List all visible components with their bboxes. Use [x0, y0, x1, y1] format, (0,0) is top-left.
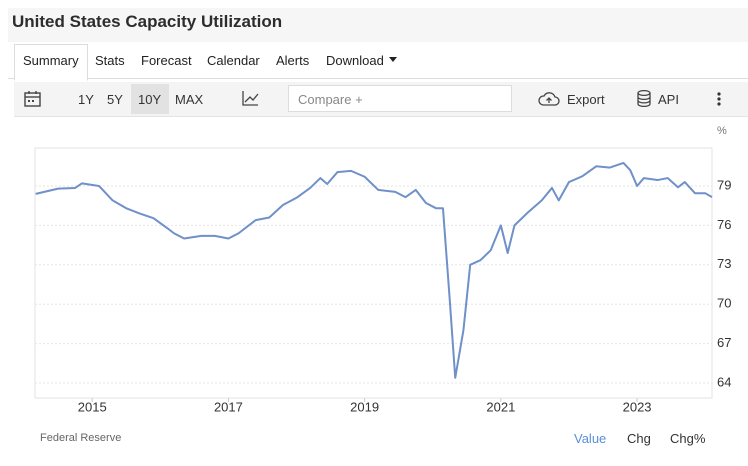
- view-toggle[interactable]: Chg: [627, 431, 651, 446]
- y-tick-label: 64: [717, 374, 731, 389]
- compare-input[interactable]: [288, 85, 512, 112]
- range-button[interactable]: 5Y: [107, 92, 123, 107]
- range-button[interactable]: 10Y: [138, 92, 162, 107]
- api-icon[interactable]: [637, 90, 651, 107]
- tab[interactable]: Summary: [23, 53, 79, 68]
- compare-placeholder: Compare +: [298, 92, 363, 107]
- y-tick-label: 76: [717, 217, 731, 232]
- range-button[interactable]: 1Y: [78, 92, 94, 107]
- chart-type-icon[interactable]: [242, 90, 259, 106]
- y-tick-label: 73: [717, 256, 731, 271]
- more-menu[interactable]: [717, 92, 721, 106]
- export-icon[interactable]: [538, 91, 560, 106]
- active-tab-box: [14, 44, 88, 81]
- tab[interactable]: Calendar: [207, 53, 260, 68]
- plot-frame: [34, 147, 713, 399]
- view-toggle[interactable]: Chg%: [670, 431, 706, 446]
- export-button[interactable]: Export: [567, 92, 605, 107]
- api-button[interactable]: API: [658, 92, 679, 107]
- calendar-icon[interactable]: [24, 90, 41, 107]
- title-bar: [8, 8, 748, 42]
- tab[interactable]: Download: [326, 53, 384, 68]
- x-tick-label: 2023: [623, 399, 652, 414]
- y-tick-label: 67: [717, 335, 731, 350]
- data-line: [35, 161, 713, 379]
- tab[interactable]: Stats: [95, 53, 125, 68]
- range-highlight: [131, 84, 169, 114]
- view-toggle[interactable]: Value: [574, 431, 607, 446]
- unit-label: %: [717, 125, 727, 137]
- page-title: United States Capacity Utilization: [12, 12, 283, 31]
- tab[interactable]: Forecast: [141, 53, 192, 68]
- y-tick-label: 70: [717, 296, 731, 311]
- source: Federal Reserve: [40, 432, 122, 444]
- x-tick-label: 2021: [486, 399, 515, 414]
- x-tick-label: 2019: [350, 399, 379, 414]
- tab[interactable]: Alerts: [276, 53, 310, 68]
- dropdown-arrow: [389, 57, 397, 62]
- x-tick-label: 2015: [78, 399, 107, 414]
- range-button[interactable]: MAX: [175, 92, 204, 107]
- tab-bar: [8, 42, 748, 79]
- y-tick-label: 79: [717, 177, 731, 192]
- x-tick-label: 2017: [214, 399, 243, 414]
